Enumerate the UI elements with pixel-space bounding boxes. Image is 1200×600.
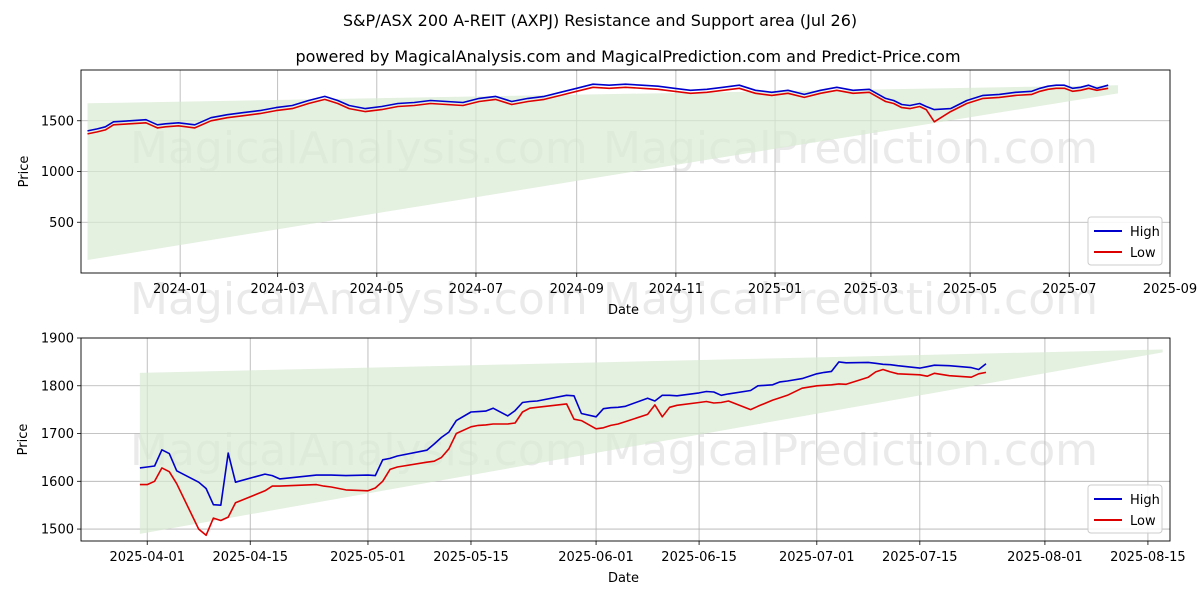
x-tick-label: 2025-07-01 xyxy=(779,550,855,565)
x-tick-label: 2025-06-01 xyxy=(558,550,634,565)
x-axis-label: Date xyxy=(608,571,639,586)
panel-full-history: 2024-01 2024-03 2024-05 2024-07 2024-09 2024-… xyxy=(17,69,1197,318)
x-tick-label: 2025-09 xyxy=(1143,282,1197,297)
y-tick-label: 1900 xyxy=(41,332,74,347)
y-axis-label: Price xyxy=(17,156,32,188)
y-axis-label: Price xyxy=(16,424,31,456)
y-tick-label: 1500 xyxy=(41,523,74,538)
series-line-low xyxy=(87,86,1109,135)
y-tick-label: 1000 xyxy=(41,165,74,180)
x-tick-label: 2024-07 xyxy=(449,282,503,297)
y-tick-label: 1800 xyxy=(41,379,74,394)
x-tick-label: 2025-05-01 xyxy=(330,550,406,565)
x-tick-label: 2025-01 xyxy=(748,282,802,297)
series-line-low xyxy=(139,368,987,537)
y-tick-label: 500 xyxy=(49,216,74,231)
x-tick-label: 2025-07-15 xyxy=(882,550,958,565)
x-tick-label: 2025-08-01 xyxy=(1007,550,1083,565)
plot-frame xyxy=(80,69,1171,274)
chart-title: S&P/ASX 200 A-REIT (AXPJ) Resistance and… xyxy=(343,11,857,30)
series-line-high xyxy=(87,83,1109,132)
x-tick-label: 2025-03 xyxy=(844,282,898,297)
x-tick-label: 2024-03 xyxy=(251,282,305,297)
legend-label-high: High xyxy=(1130,493,1160,508)
x-tick-label: 2025-05-15 xyxy=(433,550,509,565)
plot-frame xyxy=(80,337,1171,542)
watermark-prediction-bottom: MagicalPrediction.com xyxy=(603,274,1098,325)
resistance-support-band xyxy=(139,349,1163,534)
watermark-analysis-bottom: MagicalAnalysis.com xyxy=(130,274,588,325)
x-tick-label: 2025-04-01 xyxy=(109,550,185,565)
chart-subtitle: powered by MagicalAnalysis.com and Magic… xyxy=(295,47,960,66)
x-tick-label: 2025-07 xyxy=(1042,282,1096,297)
x-tick-label: 2024-05 xyxy=(350,282,404,297)
series-line-high xyxy=(139,361,987,507)
x-tick-label: 2024-11 xyxy=(649,282,703,297)
y-tick-label: 1500 xyxy=(41,114,74,129)
x-tick-label: 2024-01 xyxy=(153,282,207,297)
legend-label-high: High xyxy=(1130,225,1160,240)
legend-label-low: Low xyxy=(1130,246,1156,261)
resistance-support-band xyxy=(87,85,1118,261)
y-tick-label: 1600 xyxy=(41,475,74,490)
x-tick-label: 2025-08-15 xyxy=(1110,550,1186,565)
y-tick-label: 1700 xyxy=(41,427,74,442)
x-tick-label: 2024-09 xyxy=(550,282,604,297)
x-axis-label: Date xyxy=(608,303,639,318)
x-tick-label: 2025-05 xyxy=(943,282,997,297)
x-tick-label: 2025-06-15 xyxy=(661,550,737,565)
x-tick-label: 2025-04-15 xyxy=(212,550,288,565)
panel-recent: 2025-04-01 2025-04-15 2025-05-01 2025-05-15… xyxy=(16,332,1186,587)
legend-label-low: Low xyxy=(1130,514,1156,529)
